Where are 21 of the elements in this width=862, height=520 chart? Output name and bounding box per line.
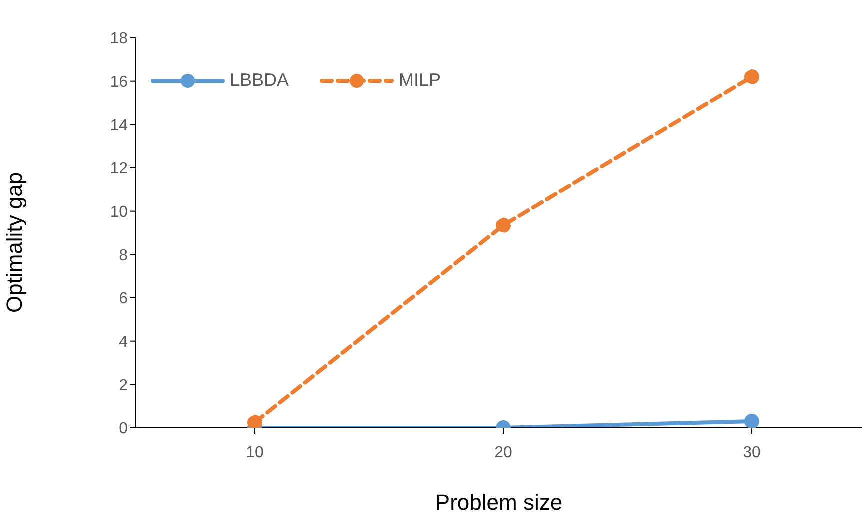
y-tick-label: 14	[110, 117, 128, 134]
point	[744, 70, 760, 84]
x-tick-label: 10	[246, 444, 264, 462]
y-tick-label: 18	[110, 30, 128, 48]
point	[744, 414, 760, 428]
y-tick-label: 10	[110, 204, 128, 222]
x-tick-label: 20	[494, 444, 512, 462]
y-tick-label: 8	[119, 247, 128, 264]
y-axis-title: Optimality gap	[2, 172, 27, 313]
y-tick-label: 4	[119, 334, 128, 352]
x-axis-title: Problem size	[435, 490, 563, 515]
point	[248, 415, 262, 428]
legend-label: LBBDA	[230, 70, 290, 91]
x-tick-label: 30	[743, 444, 761, 462]
y-tick-label: 2	[119, 377, 128, 394]
point	[496, 218, 511, 233]
y-tick-label: 12	[110, 160, 128, 178]
y-tick-label: 16	[110, 74, 128, 92]
legend-label: MILP	[399, 70, 442, 91]
y-tick-label: 6	[119, 290, 128, 308]
y-tick-label: 0	[119, 420, 128, 438]
